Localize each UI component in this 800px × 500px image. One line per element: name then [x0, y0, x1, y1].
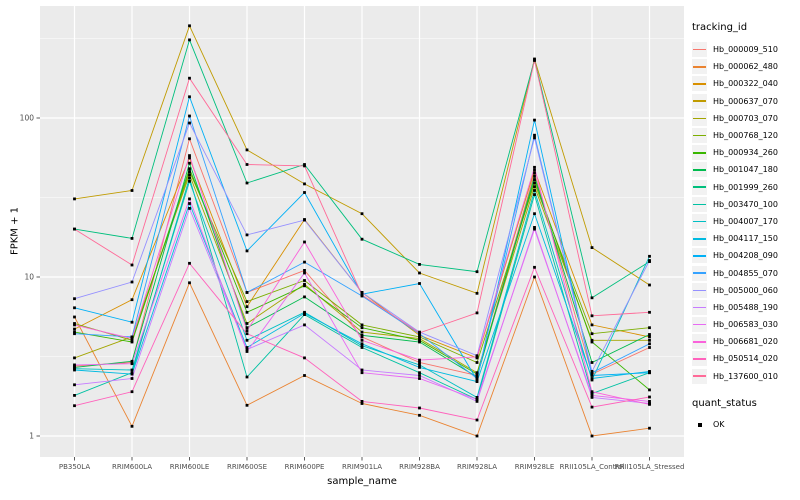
svg-text:RRIM600PE: RRIM600PE — [285, 463, 325, 471]
svg-text:RRIM901LA: RRIM901LA — [342, 463, 382, 471]
svg-text:RRIM600SE: RRIM600SE — [227, 463, 267, 471]
legend-item-Hb_000062_480: Hb_000062_480 — [692, 58, 800, 75]
legend-item-label: Hb_000703_070 — [713, 113, 778, 123]
legend-item-label: Hb_006583_030 — [713, 320, 778, 330]
y-axis-title: FPKM + 1 — [9, 206, 21, 256]
y-tick-labels: 1 10 100 — [20, 114, 35, 441]
legend-title-tracking-id: tracking_id — [692, 22, 748, 33]
x-tick-labels: PB350LA RRIM600LA RRIM600LE RRIM600SE RRIM60… — [59, 463, 685, 471]
legend-item-Hb_005000_060: Hb_005000_060 — [692, 282, 800, 299]
axis-ticks — [36, 117, 650, 461]
legend-item-label: Hb_004855_070 — [713, 268, 778, 278]
legend-item-Hb_000322_040: Hb_000322_040 — [692, 75, 800, 92]
svg-text:RRII105LA_Stressed: RRII105LA_Stressed — [615, 463, 685, 471]
legend-item-label: Hb_006681_020 — [713, 337, 778, 347]
legend-item-label: Hb_001047_180 — [713, 165, 778, 175]
svg-text:10: 10 — [24, 273, 34, 282]
legend-key-swatch — [692, 179, 707, 195]
legend-item-label: Hb_005000_060 — [713, 285, 778, 295]
legend-key-swatch — [692, 162, 707, 178]
legend-panel: tracking_id Hb_000009_510 Hb_000062_480 Hb… — [692, 22, 800, 433]
legend-item-label: Hb_000768_120 — [713, 131, 778, 141]
legend-item-Hb_004007_170: Hb_004007_170 — [692, 213, 800, 230]
svg-text:RRIM928LA: RRIM928LA — [457, 463, 497, 471]
legend-item-label: Hb_050514_020 — [713, 354, 778, 364]
major-gridlines — [40, 6, 684, 457]
data-points — [73, 24, 651, 438]
legend-item-label: Hb_001999_260 — [713, 182, 778, 192]
svg-text:PB350LA: PB350LA — [59, 463, 90, 471]
svg-text:RRIM928LE: RRIM928LE — [515, 463, 555, 471]
black-square-point-icon — [692, 417, 707, 432]
legend-key-swatch — [692, 128, 707, 144]
legend-item-label: Hb_000322_040 — [713, 79, 778, 89]
legend-item-Hb_004117_150: Hb_004117_150 — [692, 230, 800, 247]
legend-item-quant-ok: OK — [692, 417, 800, 433]
legend-key-swatch — [692, 110, 707, 126]
x-axis-title: sample_name — [327, 476, 397, 487]
legend-key-swatch — [692, 282, 707, 298]
svg-text:RRIM600LA: RRIM600LA — [112, 463, 152, 471]
legend-key-swatch — [692, 231, 707, 247]
legend-item-label: Hb_004208_090 — [713, 251, 778, 261]
legend-item-Hb_000009_510: Hb_000009_510 — [692, 41, 800, 58]
svg-text:RRII105LA_Control: RRII105LA_Control — [560, 463, 625, 471]
svg-text:100: 100 — [20, 114, 35, 123]
quant-ok-label: OK — [713, 420, 725, 430]
legend-key-swatch — [692, 59, 707, 75]
legend-item-Hb_000768_120: Hb_000768_120 — [692, 127, 800, 144]
svg-text:RRIM600LE: RRIM600LE — [170, 463, 210, 471]
legend-key-swatch — [692, 317, 707, 333]
legend-item-label: Hb_004117_150 — [713, 234, 778, 244]
legend-item-label: Hb_004007_170 — [713, 216, 778, 226]
legend-item-label: Hb_003470_100 — [713, 199, 778, 209]
legend-key-swatch — [692, 93, 707, 109]
legend-key-swatch — [692, 299, 707, 315]
legend-item-Hb_000637_070: Hb_000637_070 — [692, 93, 800, 110]
legend-item-Hb_001047_180: Hb_001047_180 — [692, 161, 800, 178]
legend-item-Hb_000934_260: Hb_000934_260 — [692, 144, 800, 161]
legend-key-swatch — [692, 196, 707, 212]
legend-key-swatch — [692, 368, 707, 384]
tracking-id-legend-items: Hb_000009_510 Hb_000062_480 Hb_000322_040 H… — [692, 41, 800, 385]
legend-item-Hb_006583_030: Hb_006583_030 — [692, 316, 800, 333]
legend-item-label: Hb_000062_480 — [713, 62, 778, 72]
legend-item-Hb_000703_070: Hb_000703_070 — [692, 110, 800, 127]
legend-item-label: Hb_000009_510 — [713, 45, 778, 55]
legend-item-label: Hb_000934_260 — [713, 148, 778, 158]
legend-item-Hb_050514_020: Hb_050514_020 — [692, 350, 800, 367]
legend-key-swatch — [692, 248, 707, 264]
legend-item-Hb_004208_090: Hb_004208_090 — [692, 247, 800, 264]
legend-key-swatch — [692, 334, 707, 350]
legend-item-Hb_005488_190: Hb_005488_190 — [692, 299, 800, 316]
legend-item-Hb_003470_100: Hb_003470_100 — [692, 196, 800, 213]
legend-title-quant-status: quant_status — [692, 397, 757, 409]
legend-key-swatch — [692, 213, 707, 229]
legend-key-swatch — [692, 145, 707, 161]
legend-item-label: Hb_005488_190 — [713, 302, 778, 312]
legend-key-swatch — [692, 76, 707, 92]
legend-item-Hb_004855_070: Hb_004855_070 — [692, 264, 800, 281]
legend-item-Hb_006681_020: Hb_006681_020 — [692, 333, 800, 350]
legend-item-label: Hb_137600_010 — [713, 371, 778, 381]
svg-text:RRIM928BA: RRIM928BA — [399, 463, 440, 471]
legend-item-label: Hb_000637_070 — [713, 96, 778, 106]
legend-item-Hb_001999_260: Hb_001999_260 — [692, 179, 800, 196]
legend-key-swatch — [692, 265, 707, 281]
legend-item-Hb_137600_010: Hb_137600_010 — [692, 368, 800, 385]
legend-key-swatch — [692, 42, 707, 58]
legend-key-swatch — [692, 351, 707, 367]
svg-text:1: 1 — [29, 432, 34, 441]
